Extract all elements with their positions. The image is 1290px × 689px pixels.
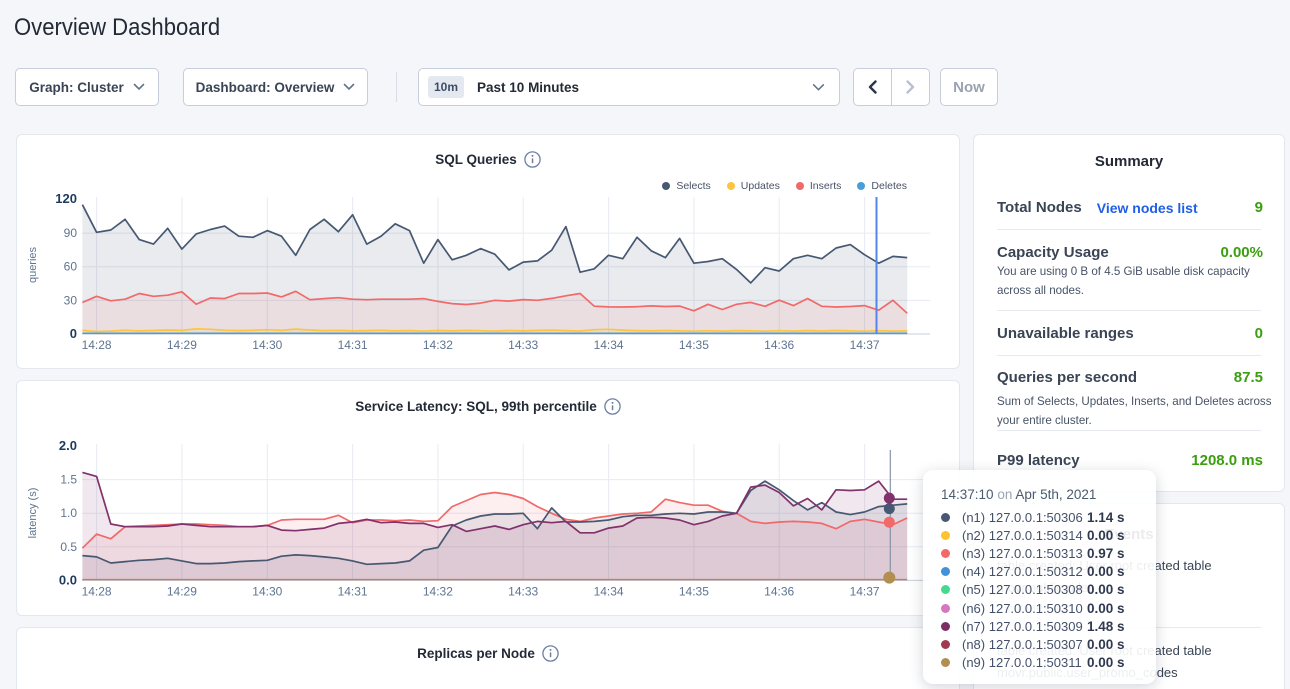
svg-text:14:36: 14:36 [764,338,794,352]
svg-text:2.0: 2.0 [59,438,77,453]
svg-text:0: 0 [70,326,77,341]
svg-text:0.0: 0.0 [59,572,77,587]
svg-text:14:29: 14:29 [167,585,197,599]
svg-text:0.5: 0.5 [60,540,77,554]
svg-text:latency (s): latency (s) [27,488,39,539]
svg-text:14:31: 14:31 [338,585,368,599]
svg-text:14:32: 14:32 [423,338,453,352]
svg-text:14:35: 14:35 [679,338,709,352]
svg-text:120: 120 [55,191,77,206]
svg-text:queries: queries [27,246,39,283]
svg-text:14:29: 14:29 [167,338,197,352]
svg-text:60: 60 [64,260,78,274]
svg-text:14:37: 14:37 [850,338,880,352]
svg-text:14:35: 14:35 [679,585,709,599]
svg-text:14:30: 14:30 [252,338,282,352]
svg-text:14:37: 14:37 [850,585,880,599]
svg-text:14:34: 14:34 [594,585,624,599]
svg-text:14:33: 14:33 [508,338,538,352]
svg-text:1.0: 1.0 [60,506,77,520]
svg-text:30: 30 [64,293,78,307]
svg-text:14:33: 14:33 [508,585,538,599]
svg-text:14:32: 14:32 [423,585,453,599]
svg-text:14:34: 14:34 [594,338,624,352]
svg-text:90: 90 [64,226,78,240]
svg-text:14:28: 14:28 [82,585,112,599]
svg-text:14:31: 14:31 [338,338,368,352]
svg-text:1.5: 1.5 [60,473,77,487]
svg-text:14:36: 14:36 [764,585,794,599]
svg-text:14:28: 14:28 [82,338,112,352]
svg-text:14:30: 14:30 [252,585,282,599]
